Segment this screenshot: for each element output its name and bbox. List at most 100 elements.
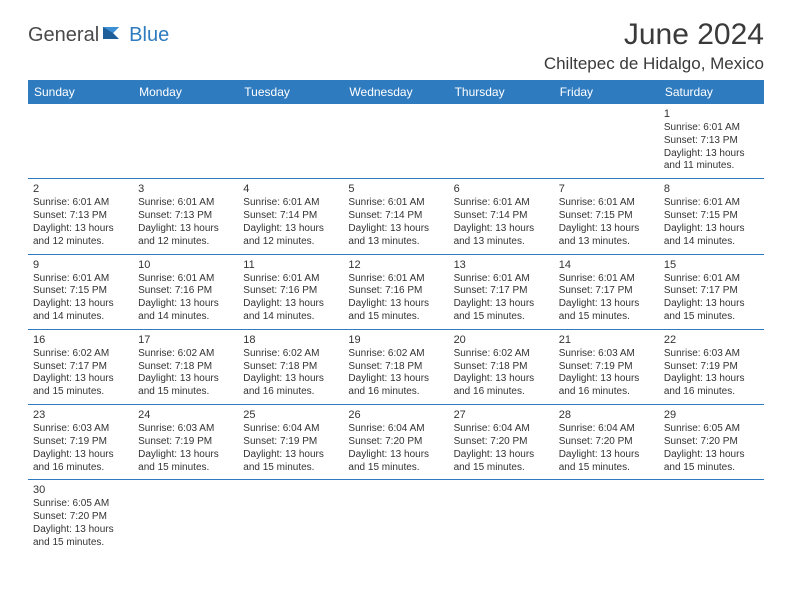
sunset-text: Sunset: 7:18 PM (243, 361, 338, 374)
sunset-text: Sunset: 7:20 PM (559, 436, 654, 449)
weekday-header: Thursday (449, 80, 554, 104)
day-number: 5 (348, 182, 443, 196)
daylight-text: Daylight: 13 hours and 15 minutes. (243, 449, 338, 475)
day-number: 18 (243, 333, 338, 347)
daylight-text: Daylight: 13 hours and 16 minutes. (33, 449, 128, 475)
calendar-cell: 7Sunrise: 6:01 AMSunset: 7:15 PMDaylight… (554, 179, 659, 254)
sunset-text: Sunset: 7:17 PM (664, 285, 759, 298)
calendar-week-row: 9Sunrise: 6:01 AMSunset: 7:15 PMDaylight… (28, 254, 764, 329)
calendar-cell (449, 104, 554, 179)
calendar-cell: 13Sunrise: 6:01 AMSunset: 7:17 PMDayligh… (449, 254, 554, 329)
logo-text-blue: Blue (129, 24, 169, 47)
sunset-text: Sunset: 7:19 PM (559, 361, 654, 374)
calendar-cell: 17Sunrise: 6:02 AMSunset: 7:18 PMDayligh… (133, 329, 238, 404)
sunset-text: Sunset: 7:17 PM (454, 285, 549, 298)
calendar-cell (343, 104, 448, 179)
day-number: 15 (664, 258, 759, 272)
day-number: 30 (33, 483, 128, 497)
calendar-week-row: 2Sunrise: 6:01 AMSunset: 7:13 PMDaylight… (28, 179, 764, 254)
sunrise-text: Sunrise: 6:02 AM (33, 348, 128, 361)
calendar-cell: 20Sunrise: 6:02 AMSunset: 7:18 PMDayligh… (449, 329, 554, 404)
sunset-text: Sunset: 7:20 PM (454, 436, 549, 449)
calendar-week-row: 1Sunrise: 6:01 AMSunset: 7:13 PMDaylight… (28, 104, 764, 179)
daylight-text: Daylight: 13 hours and 15 minutes. (33, 373, 128, 399)
calendar-cell: 5Sunrise: 6:01 AMSunset: 7:14 PMDaylight… (343, 179, 448, 254)
day-number: 14 (559, 258, 654, 272)
day-number: 8 (664, 182, 759, 196)
daylight-text: Daylight: 13 hours and 14 minutes. (243, 298, 338, 324)
sunrise-text: Sunrise: 6:01 AM (454, 197, 549, 210)
sunrise-text: Sunrise: 6:02 AM (454, 348, 549, 361)
sunset-text: Sunset: 7:13 PM (664, 135, 759, 148)
calendar-cell: 6Sunrise: 6:01 AMSunset: 7:14 PMDaylight… (449, 179, 554, 254)
sunrise-text: Sunrise: 6:01 AM (348, 273, 443, 286)
calendar-cell: 4Sunrise: 6:01 AMSunset: 7:14 PMDaylight… (238, 179, 343, 254)
day-number: 25 (243, 408, 338, 422)
calendar-cell (659, 480, 764, 555)
sunset-text: Sunset: 7:15 PM (559, 210, 654, 223)
daylight-text: Daylight: 13 hours and 14 minutes. (138, 298, 233, 324)
calendar-cell (238, 104, 343, 179)
month-title: June 2024 (544, 18, 764, 52)
calendar-cell (28, 104, 133, 179)
calendar-cell: 3Sunrise: 6:01 AMSunset: 7:13 PMDaylight… (133, 179, 238, 254)
sunrise-text: Sunrise: 6:02 AM (138, 348, 233, 361)
daylight-text: Daylight: 13 hours and 13 minutes. (348, 223, 443, 249)
calendar-cell: 28Sunrise: 6:04 AMSunset: 7:20 PMDayligh… (554, 405, 659, 480)
day-number: 2 (33, 182, 128, 196)
calendar-cell: 1Sunrise: 6:01 AMSunset: 7:13 PMDaylight… (659, 104, 764, 179)
day-number: 16 (33, 333, 128, 347)
calendar-cell (133, 480, 238, 555)
day-number: 13 (454, 258, 549, 272)
day-number: 11 (243, 258, 338, 272)
calendar-week-row: 16Sunrise: 6:02 AMSunset: 7:17 PMDayligh… (28, 329, 764, 404)
calendar-cell: 27Sunrise: 6:04 AMSunset: 7:20 PMDayligh… (449, 405, 554, 480)
calendar-cell: 21Sunrise: 6:03 AMSunset: 7:19 PMDayligh… (554, 329, 659, 404)
sunrise-text: Sunrise: 6:03 AM (559, 348, 654, 361)
daylight-text: Daylight: 13 hours and 12 minutes. (243, 223, 338, 249)
sunset-text: Sunset: 7:13 PM (33, 210, 128, 223)
sunset-text: Sunset: 7:19 PM (664, 361, 759, 374)
daylight-text: Daylight: 13 hours and 12 minutes. (33, 223, 128, 249)
calendar-cell: 16Sunrise: 6:02 AMSunset: 7:17 PMDayligh… (28, 329, 133, 404)
sunrise-text: Sunrise: 6:01 AM (454, 273, 549, 286)
daylight-text: Daylight: 13 hours and 15 minutes. (664, 449, 759, 475)
sunset-text: Sunset: 7:19 PM (138, 436, 233, 449)
sunset-text: Sunset: 7:13 PM (138, 210, 233, 223)
day-number: 21 (559, 333, 654, 347)
sunset-text: Sunset: 7:20 PM (348, 436, 443, 449)
daylight-text: Daylight: 13 hours and 15 minutes. (559, 298, 654, 324)
daylight-text: Daylight: 13 hours and 15 minutes. (348, 298, 443, 324)
sunrise-text: Sunrise: 6:01 AM (138, 273, 233, 286)
calendar-cell: 2Sunrise: 6:01 AMSunset: 7:13 PMDaylight… (28, 179, 133, 254)
daylight-text: Daylight: 13 hours and 15 minutes. (138, 449, 233, 475)
daylight-text: Daylight: 13 hours and 16 minutes. (664, 373, 759, 399)
weekday-header: Monday (133, 80, 238, 104)
calendar-cell: 29Sunrise: 6:05 AMSunset: 7:20 PMDayligh… (659, 405, 764, 480)
sunset-text: Sunset: 7:20 PM (33, 511, 128, 524)
daylight-text: Daylight: 13 hours and 15 minutes. (454, 449, 549, 475)
weekday-header-row: Sunday Monday Tuesday Wednesday Thursday… (28, 80, 764, 104)
day-number: 17 (138, 333, 233, 347)
calendar-cell (343, 480, 448, 555)
logo-text-general: General (28, 24, 99, 47)
calendar-cell: 15Sunrise: 6:01 AMSunset: 7:17 PMDayligh… (659, 254, 764, 329)
day-number: 26 (348, 408, 443, 422)
daylight-text: Daylight: 13 hours and 13 minutes. (454, 223, 549, 249)
sunrise-text: Sunrise: 6:02 AM (243, 348, 338, 361)
calendar-cell: 10Sunrise: 6:01 AMSunset: 7:16 PMDayligh… (133, 254, 238, 329)
calendar-cell (449, 480, 554, 555)
daylight-text: Daylight: 13 hours and 15 minutes. (664, 298, 759, 324)
daylight-text: Daylight: 13 hours and 16 minutes. (559, 373, 654, 399)
calendar-cell: 26Sunrise: 6:04 AMSunset: 7:20 PMDayligh… (343, 405, 448, 480)
flag-icon (103, 25, 125, 46)
sunset-text: Sunset: 7:14 PM (348, 210, 443, 223)
sunrise-text: Sunrise: 6:04 AM (348, 423, 443, 436)
day-number: 28 (559, 408, 654, 422)
daylight-text: Daylight: 13 hours and 14 minutes. (664, 223, 759, 249)
day-number: 24 (138, 408, 233, 422)
sunrise-text: Sunrise: 6:03 AM (33, 423, 128, 436)
sunset-text: Sunset: 7:15 PM (664, 210, 759, 223)
calendar-cell: 25Sunrise: 6:04 AMSunset: 7:19 PMDayligh… (238, 405, 343, 480)
sunrise-text: Sunrise: 6:01 AM (243, 273, 338, 286)
